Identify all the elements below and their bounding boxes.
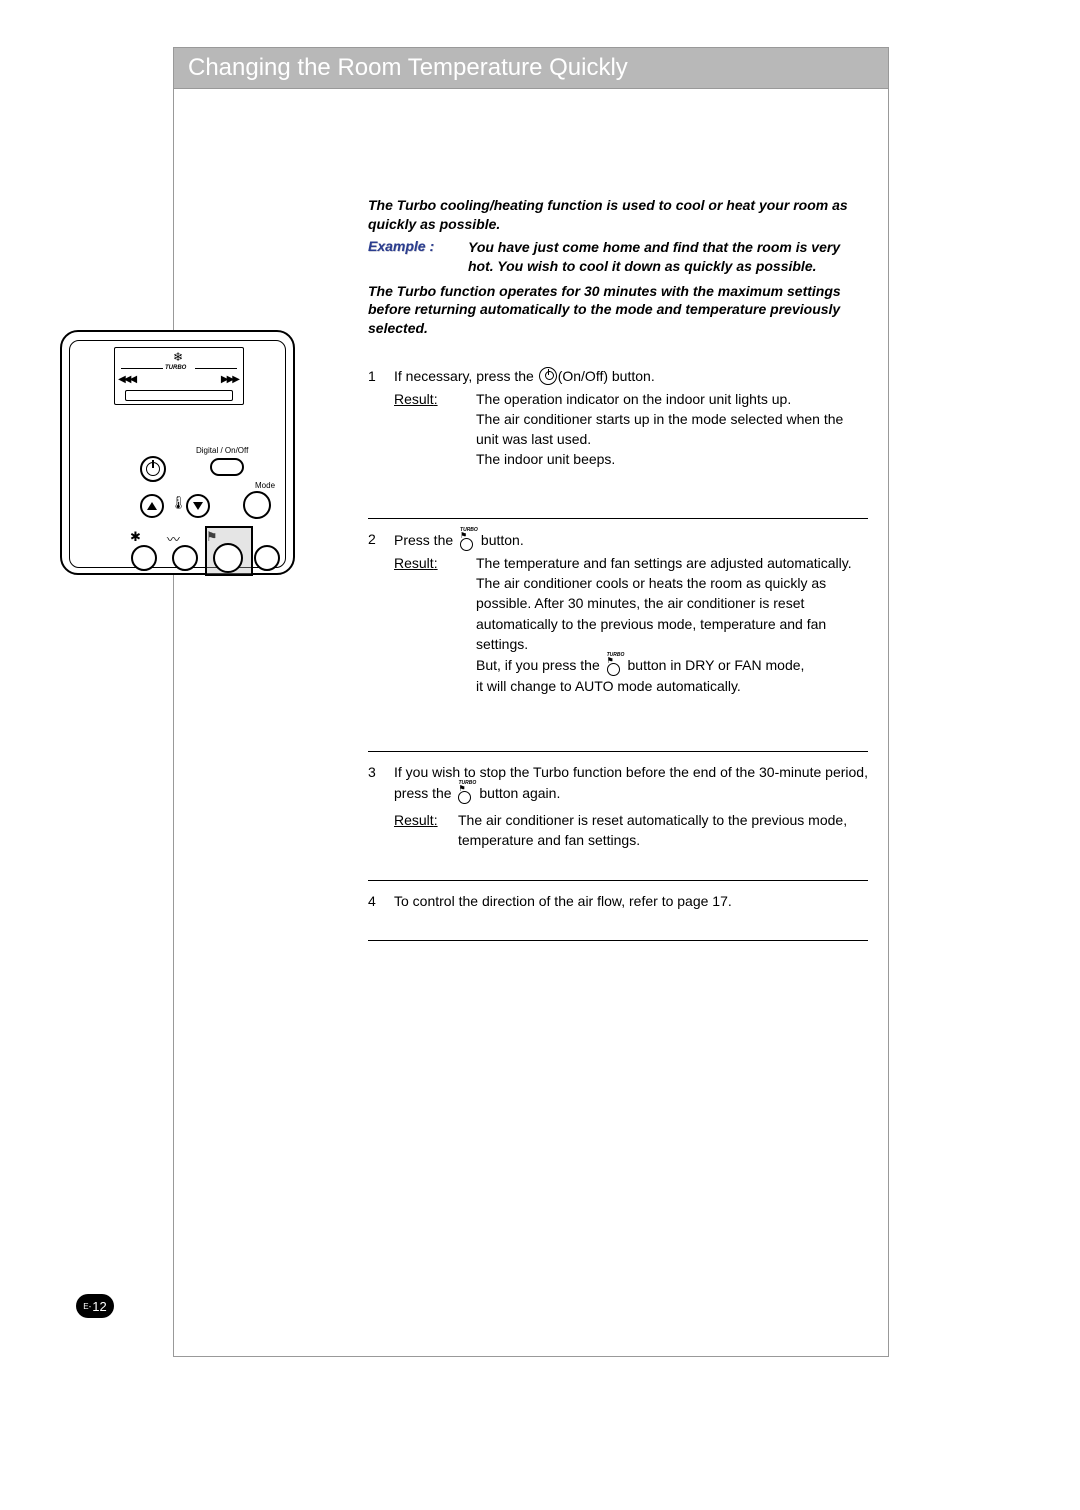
step-2-result-row: Result: The temperature and fan settings… [394,553,868,697]
turbo-button-graphic [213,543,243,573]
step-4-number: 4 [368,891,394,911]
lcd-turbo-label: TURBO [165,365,186,371]
step-2-before: Press the [394,532,457,548]
row4-button-4 [254,545,280,571]
step-1-result-row: Result: The operation indicator on the i… [394,389,868,470]
step-2-result-p3: it will change to AUTO mode automaticall… [476,678,741,694]
lcd-left-graphic: ▶▶▶ [120,374,137,385]
intro-line-2: The Turbo function operates for 30 minut… [368,282,868,339]
step-2-result: The temperature and fan settings are adj… [476,553,868,697]
step-3-number: 3 [368,762,394,804]
manual-page: Changing the Room Temperature Quickly ❄ … [0,0,1080,1510]
result-label: Result: [394,553,476,697]
power-icon [146,462,160,476]
remote-outer-shell: ❄ TURBO ▶▶▶ ▶▶▶ Digital / On/Off Mode 🌡 [60,330,295,575]
triangle-down-icon [193,502,203,510]
lcd-line-right [195,368,237,369]
row4-button-2 [172,545,198,571]
step-4-text: To control the direction of the air flow… [394,891,868,911]
step-1-number: 1 [368,366,394,386]
step-3: 3 If you wish to stop the Turbo function… [368,752,868,882]
step-1-result: The operation indicator on the indoor un… [476,389,868,470]
triangle-up-icon [147,502,157,510]
turbo-icon: TURBO⚑ [456,782,474,804]
page-number: 12 [92,1299,106,1314]
step-2-text: Press the TURBO⚑ button. [394,529,868,551]
step-3-text: If you wish to stop the Turbo function b… [394,762,868,804]
title-bar: Changing the Room Temperature Quickly [173,47,889,89]
remote-lcd: ❄ TURBO ▶▶▶ ▶▶▶ [114,347,244,405]
result-label: Result: [394,810,458,851]
lcd-bottom-bar [125,390,233,401]
intro-line-1: The Turbo cooling/heating function is us… [368,196,868,234]
snowflake-icon: ❄ [173,350,183,364]
step-1-instruction: 1 If necessary, press the (On/Off) butto… [368,366,868,386]
step-3-line2b: button again. [475,785,560,801]
step-2-instruction: 2 Press the TURBO⚑ button. [368,529,868,551]
page-prefix: E- [83,1302,91,1311]
step-1: 1 If necessary, press the (On/Off) butto… [368,366,868,518]
turbo-icon: TURBO⚑ [605,654,623,676]
step-3-result-row: Result: The air conditioner is reset aut… [394,810,868,851]
step-2-result-p1: The temperature and fan settings are adj… [476,555,852,652]
step-3-result: The air conditioner is reset automatical… [458,810,868,851]
row4-button-1 [131,545,157,571]
steps-list: 1 If necessary, press the (On/Off) butto… [368,366,868,940]
step-4-instruction: 4 To control the direction of the air fl… [368,891,868,911]
digital-button-graphic [210,458,244,476]
lcd-right-graphic: ▶▶▶ [221,374,238,385]
step-3-line1: If you wish to stop the Turbo function b… [394,764,868,780]
power-button-graphic [140,456,166,482]
step-3-instruction: 3 If you wish to stop the Turbo function… [368,762,868,804]
temp-down-button-graphic [186,494,210,518]
intro-block: The Turbo cooling/heating function is us… [368,196,868,338]
thermometer-icon: 🌡 [170,495,187,511]
step-2-after: button. [477,532,524,548]
remote-inner-shell: ❄ TURBO ▶▶▶ ▶▶▶ Digital / On/Off Mode 🌡 [69,340,286,568]
step-2-result-p2b: button in DRY or FAN mode, [624,657,805,673]
digital-onoff-label: Digital / On/Off [196,446,248,455]
swing-icon: 〰 [167,529,180,548]
remote-illustration: ❄ TURBO ▶▶▶ ▶▶▶ Digital / On/Off Mode 🌡 [60,330,295,575]
mode-button-graphic [243,491,271,519]
example-text: You have just come home and find that th… [468,238,868,276]
page-number-badge: E-12 [76,1294,114,1318]
step-3-line2a: press the [394,785,455,801]
main-content: The Turbo cooling/heating function is us… [368,196,868,941]
step-1-text: If necessary, press the (On/Off) button. [394,366,868,386]
example-label: Example : [368,238,468,276]
power-icon [539,367,557,385]
step-4: 4 To control the direction of the air fl… [368,881,868,940]
temp-up-button-graphic [140,494,164,518]
step-1-after: (On/Off) button. [558,368,655,384]
step-2: 2 Press the TURBO⚑ button. Result: The t… [368,519,868,752]
lcd-line-left [121,368,163,369]
result-label: Result: [394,389,476,470]
example-row: Example : You have just come home and fi… [368,238,868,276]
mode-label: Mode [255,481,275,490]
page-title: Changing the Room Temperature Quickly [188,54,628,82]
turbo-icon: TURBO⚑ [458,529,476,551]
step-1-before: If necessary, press the [394,368,538,384]
step-2-result-p2a: But, if you press the [476,657,604,673]
step-2-number: 2 [368,529,394,551]
